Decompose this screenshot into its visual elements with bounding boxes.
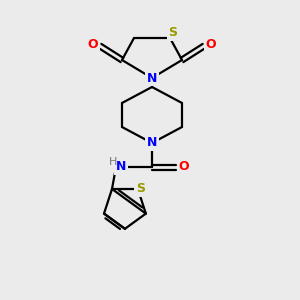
Text: N: N [116, 160, 126, 173]
Text: O: O [179, 160, 189, 173]
Text: N: N [147, 71, 157, 85]
Text: H: H [109, 157, 117, 167]
Text: S: S [169, 26, 178, 40]
Text: N: N [147, 136, 157, 149]
Text: S: S [136, 182, 146, 196]
Text: O: O [206, 38, 216, 50]
Text: O: O [88, 38, 98, 50]
